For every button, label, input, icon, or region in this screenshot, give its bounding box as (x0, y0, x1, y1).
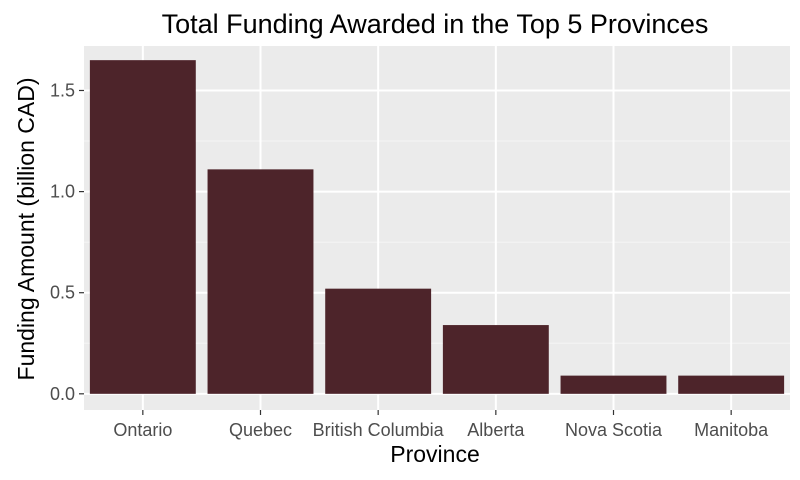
y-axis-title: Funding Amount (billion CAD) (13, 78, 39, 381)
x-tick-label: Alberta (467, 420, 525, 440)
plot-panel (84, 46, 790, 410)
x-axis-title: Province (390, 441, 479, 467)
bar-nova-scotia (560, 375, 667, 394)
y-tick-label: 1.0 (50, 182, 75, 202)
x-tick-label: British Columbia (313, 420, 445, 440)
panel-background (84, 46, 790, 410)
bar-quebec (207, 169, 314, 394)
y-tick-label: 1.5 (50, 80, 75, 100)
bar-british-columbia (325, 288, 432, 394)
x-tick-label: Nova Scotia (565, 420, 663, 440)
chart-title: Total Funding Awarded in the Top 5 Provi… (162, 9, 709, 39)
x-tick-label: Ontario (113, 420, 172, 440)
axis-layer: 0.0 0.5 1.0 1.5 Ontario Quebec British Columbi… (50, 80, 769, 440)
y-tick-label: 0.0 (50, 384, 75, 404)
bar-manitoba (678, 375, 785, 394)
y-tick-label: 0.5 (50, 283, 75, 303)
bar-ontario (89, 60, 196, 394)
x-tick-label: Manitoba (694, 420, 769, 440)
bar-layer (89, 60, 785, 394)
bar-alberta (442, 325, 549, 394)
x-tick-label: Quebec (229, 420, 292, 440)
